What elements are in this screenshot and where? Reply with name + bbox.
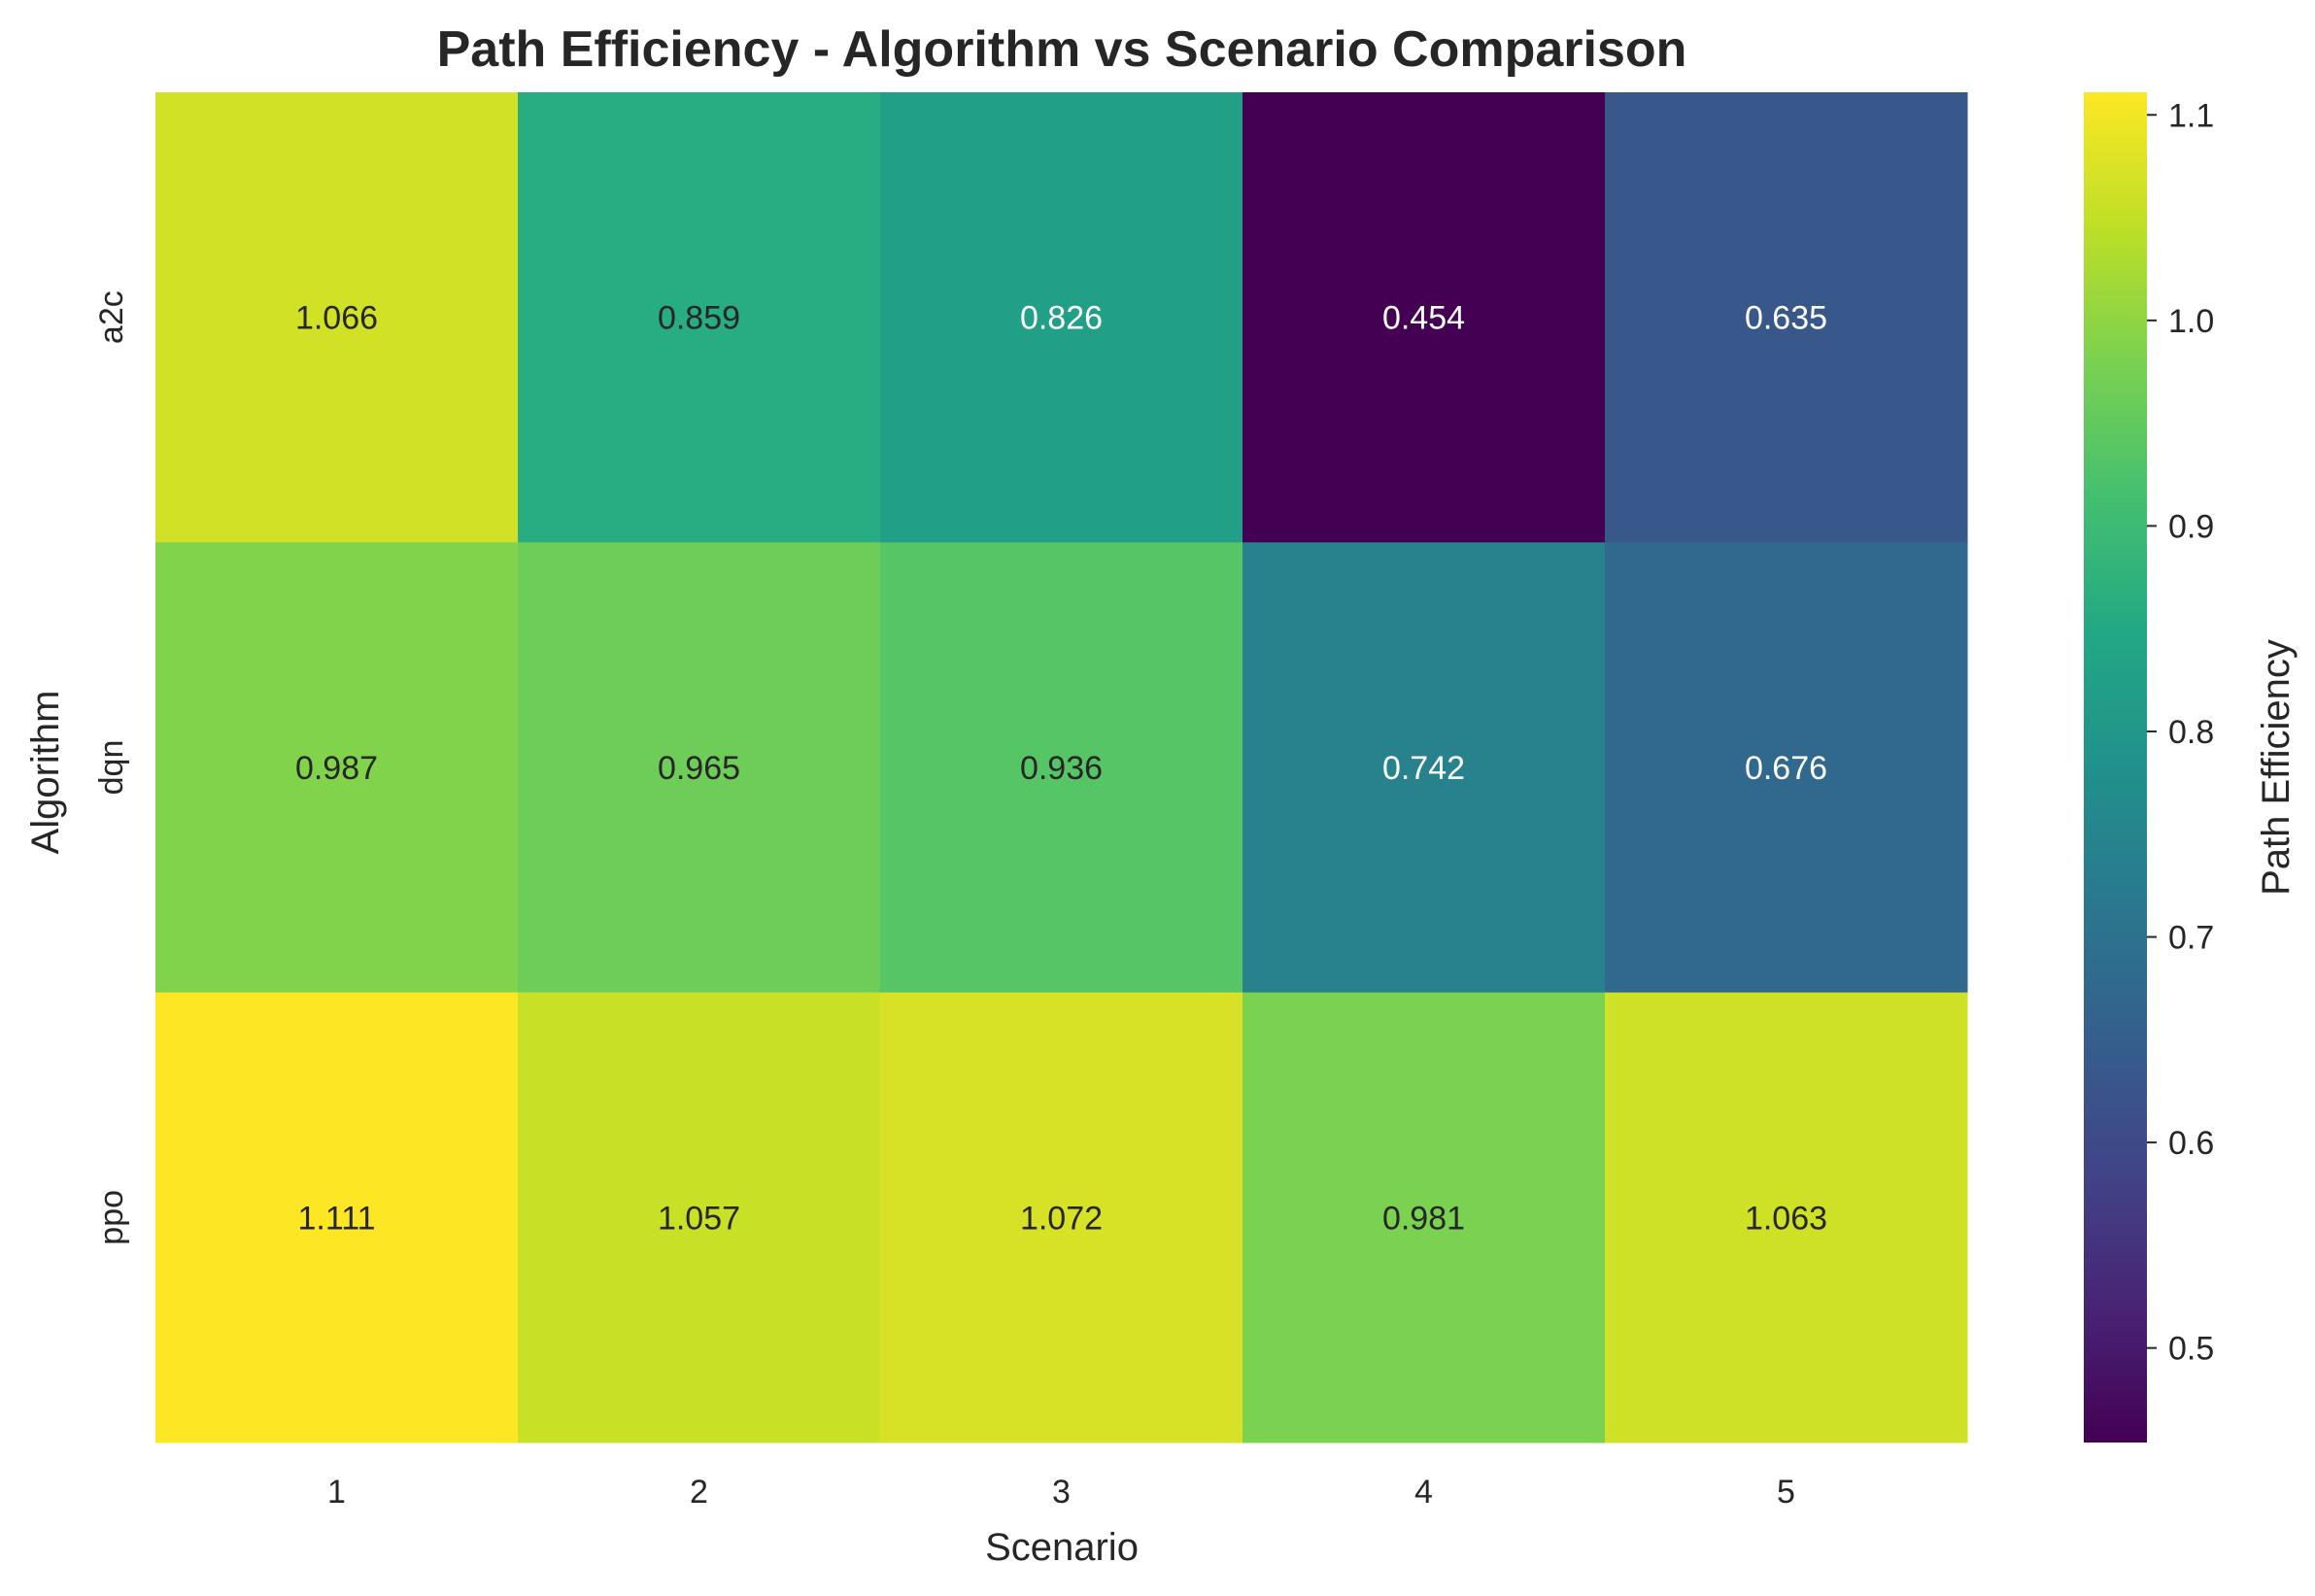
y-tick-label: a2c: [93, 290, 130, 344]
cell-value-label: 0.826: [1020, 300, 1103, 337]
y-tick-label: ppo: [93, 1190, 130, 1245]
y-axis-label: Algorithm: [24, 691, 67, 855]
x-axis-ticks: 1 2 3 4 5: [327, 1474, 1795, 1511]
x-tick-label: 4: [1414, 1474, 1433, 1511]
heatmap-cell-a2c-2: [518, 92, 881, 543]
heatmap-cells: 1.066 0.859 0.826 0.454 0.635 0.987 0.965 0.936…: [155, 92, 1968, 1443]
cell-value-label: 1.066: [295, 300, 378, 337]
cell-value-label: 0.981: [1382, 1200, 1465, 1237]
x-tick-label: 2: [690, 1474, 708, 1511]
cell-value-label: 0.742: [1382, 750, 1465, 787]
chart-title: Path Efficiency - Algorithm vs Scenario …: [437, 21, 1687, 78]
colorbar-tick-label: 0.8: [2168, 714, 2214, 751]
cell-value-label: 0.454: [1382, 300, 1465, 337]
cell-value-label: 0.987: [295, 750, 378, 787]
heatmap-cell-ppo-5: [1605, 992, 1968, 1443]
heatmap-cell-dqn-2: [518, 542, 881, 994]
heatmap-cell-a2c-5: [1605, 92, 1968, 543]
heatmap-cell-a2c-3: [880, 92, 1243, 543]
heatmap-cell-ppo-3: [880, 992, 1243, 1443]
colorbar-tick-label: 0.7: [2168, 920, 2214, 957]
x-tick-label: 3: [1052, 1474, 1071, 1511]
colorbar-tick-label: 1.0: [2168, 303, 2214, 340]
colorbar-tick-label: 1.1: [2168, 97, 2214, 134]
cell-value-label: 1.063: [1745, 1200, 1827, 1237]
colorbar-tick-label: 0.5: [2168, 1331, 2214, 1368]
cell-value-label: 0.676: [1745, 750, 1827, 787]
colorbar-tick-label: 0.9: [2168, 508, 2214, 545]
heatmap-cell-a2c-4: [1243, 92, 1606, 543]
cell-value-label: 0.936: [1020, 750, 1103, 787]
heatmap-cell-ppo-4: [1243, 992, 1606, 1443]
x-tick-label: 1: [327, 1474, 346, 1511]
heatmap-cell-dqn-3: [880, 542, 1243, 994]
heatmap-cell-dqn-4: [1243, 542, 1606, 994]
cell-value-label: 0.635: [1745, 300, 1827, 337]
heatmap-cell-a2c-1: [155, 92, 519, 543]
x-axis-label: Scenario: [985, 1526, 1139, 1569]
colorbar: [2084, 92, 2147, 1443]
cell-value-label: 0.859: [658, 300, 740, 337]
cell-value-label: 1.072: [1020, 1200, 1103, 1237]
cell-value-label: 1.057: [658, 1200, 740, 1237]
colorbar-ticks: 0.5 0.6 0.7 0.8 0.9 1.0 1.1: [2147, 97, 2214, 1368]
y-tick-label: dqn: [93, 740, 130, 796]
x-tick-label: 5: [1777, 1474, 1795, 1511]
cell-value-label: 0.965: [658, 750, 740, 787]
cell-value-label: 1.111: [297, 1200, 375, 1237]
heatmap-cell-dqn-5: [1605, 542, 1968, 994]
y-axis-ticks: a2c dqn ppo: [93, 290, 130, 1244]
colorbar-tick-label: 0.6: [2168, 1125, 2214, 1162]
heatmap-cell-ppo-2: [518, 992, 881, 1443]
heatmap-cell-dqn-1: [155, 542, 519, 994]
heatmap-cell-ppo-1: [155, 992, 519, 1443]
colorbar-label: Path Efficiency: [2255, 639, 2298, 896]
